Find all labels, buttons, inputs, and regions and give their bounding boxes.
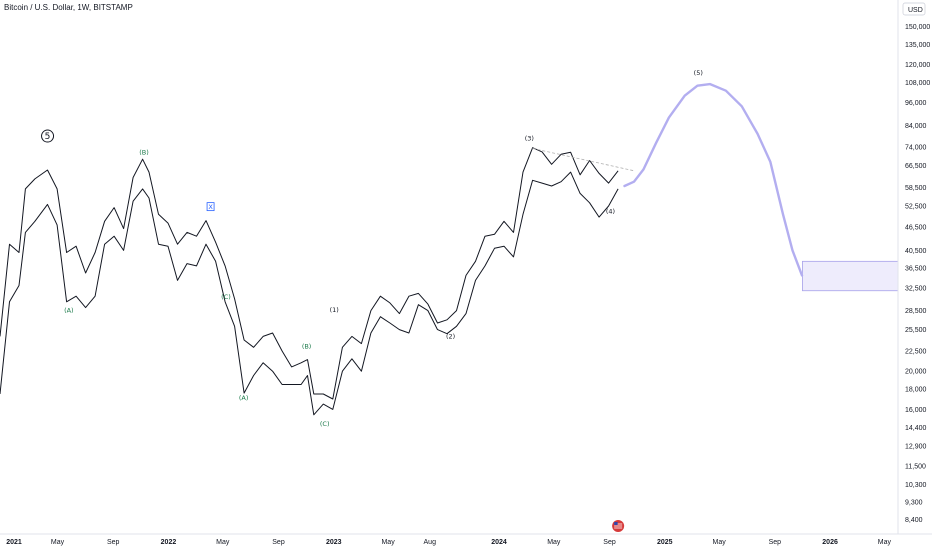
trend-line[interactable] bbox=[532, 148, 635, 172]
y-tick-label: 84,000 bbox=[905, 123, 927, 130]
x-tick-label: 2022 bbox=[161, 539, 177, 546]
y-tick-label: 150,000 bbox=[905, 24, 930, 31]
wave-label[interactable]: (5) bbox=[694, 69, 703, 77]
y-tick-label: 18,000 bbox=[905, 387, 927, 394]
x-tick-label: May bbox=[878, 539, 892, 546]
y-tick-label: 10,300 bbox=[905, 482, 927, 489]
x-tick-label: 2023 bbox=[326, 539, 342, 546]
wave-label[interactable]: (4) bbox=[606, 207, 615, 215]
y-tick-label: 20,000 bbox=[905, 369, 927, 376]
y-tick-label: 74,000 bbox=[905, 145, 927, 152]
y-tick-label: 40,500 bbox=[905, 248, 927, 255]
y-tick-label: 28,500 bbox=[905, 308, 927, 315]
target-zone-box[interactable] bbox=[802, 260, 899, 292]
chart-title: Bitcoin / U.S. Dollar, 1W, BITSTAMP bbox=[4, 3, 133, 12]
wave-label[interactable]: (C) bbox=[221, 293, 231, 301]
y-tick-label: 11,500 bbox=[905, 463, 926, 470]
y-tick-label: 36,500 bbox=[905, 266, 927, 273]
price-line-high bbox=[0, 147, 619, 400]
x-tick-label: 2025 bbox=[657, 539, 673, 546]
x-tick-label: May bbox=[216, 539, 230, 546]
x-tick-label: Sep bbox=[272, 539, 285, 546]
x-tick-label: Sep bbox=[603, 539, 616, 546]
x-tick-label: Sep bbox=[107, 539, 120, 546]
x-tick-label: 2021 bbox=[6, 539, 22, 546]
x-tick-label: Sep bbox=[769, 539, 782, 546]
y-tick-label: 108,000 bbox=[905, 80, 930, 87]
y-tick-label: 25,500 bbox=[905, 327, 927, 334]
x-tick-label: Aug bbox=[424, 539, 437, 546]
x-tick-label: May bbox=[51, 539, 65, 546]
price-line-low bbox=[0, 171, 619, 416]
x-tick-label: 2026 bbox=[822, 539, 838, 546]
y-tick-label: 120,000 bbox=[905, 62, 930, 69]
currency-label: USD bbox=[908, 7, 923, 14]
currency-box[interactable] bbox=[902, 2, 926, 16]
wave-label[interactable]: (B) bbox=[302, 343, 312, 351]
y-tick-label: 96,000 bbox=[905, 100, 927, 107]
wave-label[interactable]: (A) bbox=[239, 394, 249, 402]
wave-label[interactable]: (C) bbox=[320, 420, 330, 428]
us-flag-icon[interactable] bbox=[612, 520, 625, 532]
circled-label-ring bbox=[41, 129, 55, 143]
projection-path[interactable] bbox=[623, 82, 804, 277]
y-tick-label: 9,300 bbox=[905, 500, 923, 507]
circled-label-text: 5 bbox=[45, 132, 51, 142]
x-tick-label: May bbox=[547, 539, 561, 546]
wave-label[interactable]: (2) bbox=[446, 333, 455, 341]
x-tick-label: May bbox=[713, 539, 727, 546]
y-tick-label: 12,900 bbox=[905, 444, 927, 451]
y-tick-label: 52,500 bbox=[905, 203, 927, 210]
wave-label[interactable]: (B) bbox=[139, 148, 149, 156]
x-tick-label: 2024 bbox=[491, 539, 507, 546]
y-tick-label: 46,500 bbox=[905, 224, 927, 231]
wave-label[interactable]: (A) bbox=[64, 306, 74, 314]
y-tick-label: 58,500 bbox=[905, 185, 927, 192]
y-tick-label: 8,400 bbox=[905, 517, 923, 524]
y-tick-label: 66,500 bbox=[905, 163, 927, 170]
y-tick-label: 135,000 bbox=[905, 42, 930, 49]
wave-label[interactable]: (1) bbox=[330, 306, 339, 314]
y-tick-label: 14,400 bbox=[905, 425, 927, 432]
circled-five-icon[interactable]: 5 bbox=[41, 129, 55, 143]
wave-label[interactable]: (3) bbox=[525, 134, 534, 142]
x-tick-label: May bbox=[381, 539, 395, 546]
wave-marker-box[interactable] bbox=[206, 202, 215, 212]
y-tick-label: 22,500 bbox=[905, 349, 927, 356]
y-tick-label: 16,000 bbox=[905, 407, 927, 414]
y-tick-label: 32,500 bbox=[905, 286, 927, 293]
flag-canton bbox=[614, 522, 618, 525]
wave-label-x[interactable]: X bbox=[208, 203, 213, 211]
